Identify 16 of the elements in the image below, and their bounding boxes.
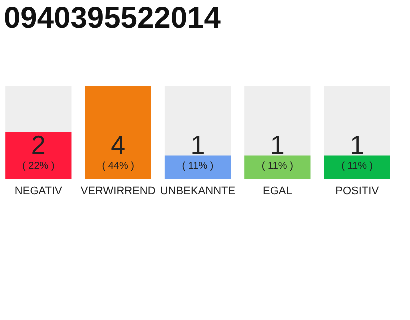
x-tick-label: UNBEKANNTE: [160, 186, 236, 198]
data-label: 1: [350, 130, 365, 160]
x-tick-label: VERWIRREND: [80, 186, 156, 198]
data-label: 2: [31, 130, 46, 160]
annotation: ( 11% ): [262, 161, 294, 172]
annotation: ( 44% ): [102, 161, 134, 172]
annotation: ( 22% ): [22, 161, 55, 172]
annotation: ( 11% ): [182, 161, 214, 172]
data-label: 1: [190, 130, 206, 160]
x-tick-label: POSITIV: [336, 186, 380, 198]
x-tick-label: EGAL: [262, 186, 292, 198]
data-label: 1: [270, 130, 285, 160]
x-tick-label: NEGATIV: [14, 186, 64, 198]
chart-title: 0940395522014: [4, 2, 222, 35]
annotation: ( 11% ): [342, 161, 374, 172]
data-label: 4: [111, 130, 126, 160]
